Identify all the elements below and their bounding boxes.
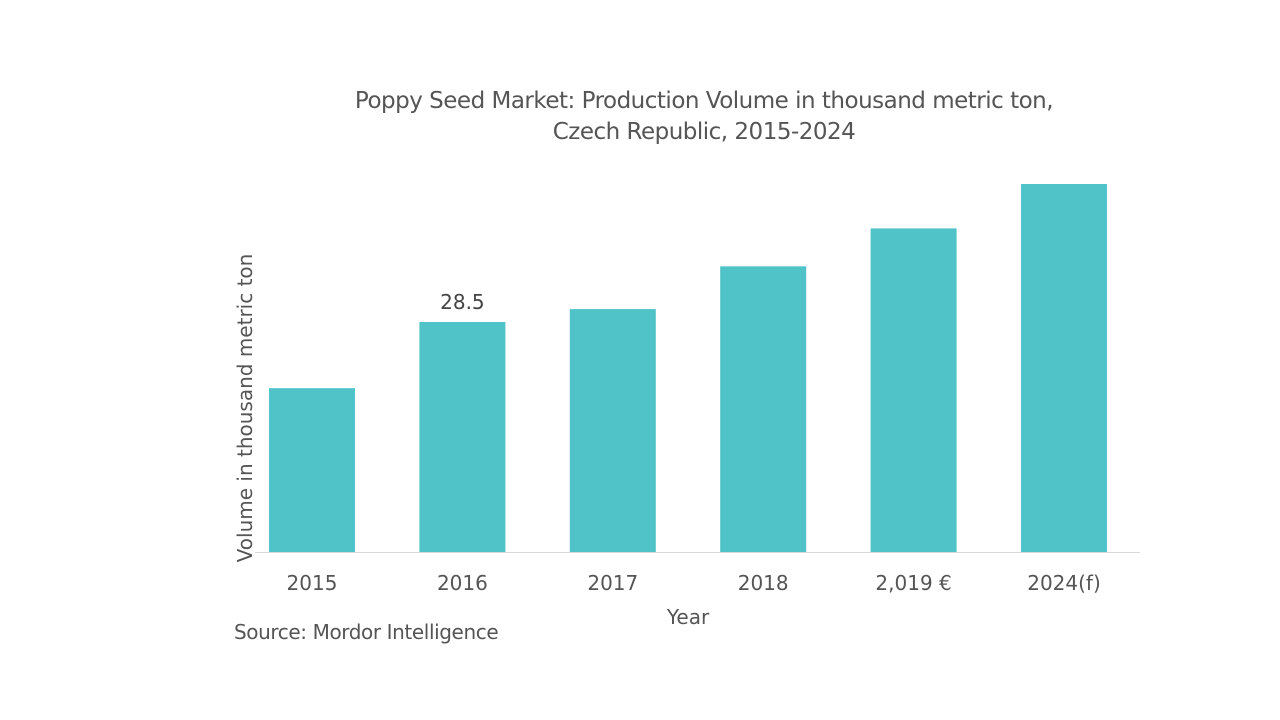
chart-title-line1: Poppy Seed Market: Production Volume in … bbox=[354, 88, 1054, 114]
x-tick-label: 2016 bbox=[437, 571, 488, 595]
x-axis-label: Year bbox=[666, 605, 710, 629]
bar-1 bbox=[419, 322, 506, 552]
y-axis-label: Volume in thousand metric ton bbox=[233, 254, 257, 563]
x-tick-label: 2024(f) bbox=[1027, 571, 1101, 595]
data-label: 28.5 bbox=[440, 290, 485, 314]
chart-title: Poppy Seed Market: Production Volume in … bbox=[0, 86, 1280, 148]
source-note: Source: Mordor Intelligence bbox=[234, 620, 499, 644]
chart-subtitle: Czech Republic, 2015-2024 bbox=[552, 119, 856, 145]
x-tick-label: 2018 bbox=[738, 571, 789, 595]
x-tick-label: 2017 bbox=[587, 571, 638, 595]
bar-5 bbox=[1021, 184, 1107, 552]
bar-2 bbox=[569, 309, 656, 552]
x-tick-label: 2015 bbox=[287, 571, 338, 595]
x-tick-label: 2,019 € bbox=[875, 571, 951, 595]
bar-3 bbox=[720, 266, 807, 552]
bar-0 bbox=[269, 388, 355, 552]
bar-4 bbox=[870, 228, 957, 552]
